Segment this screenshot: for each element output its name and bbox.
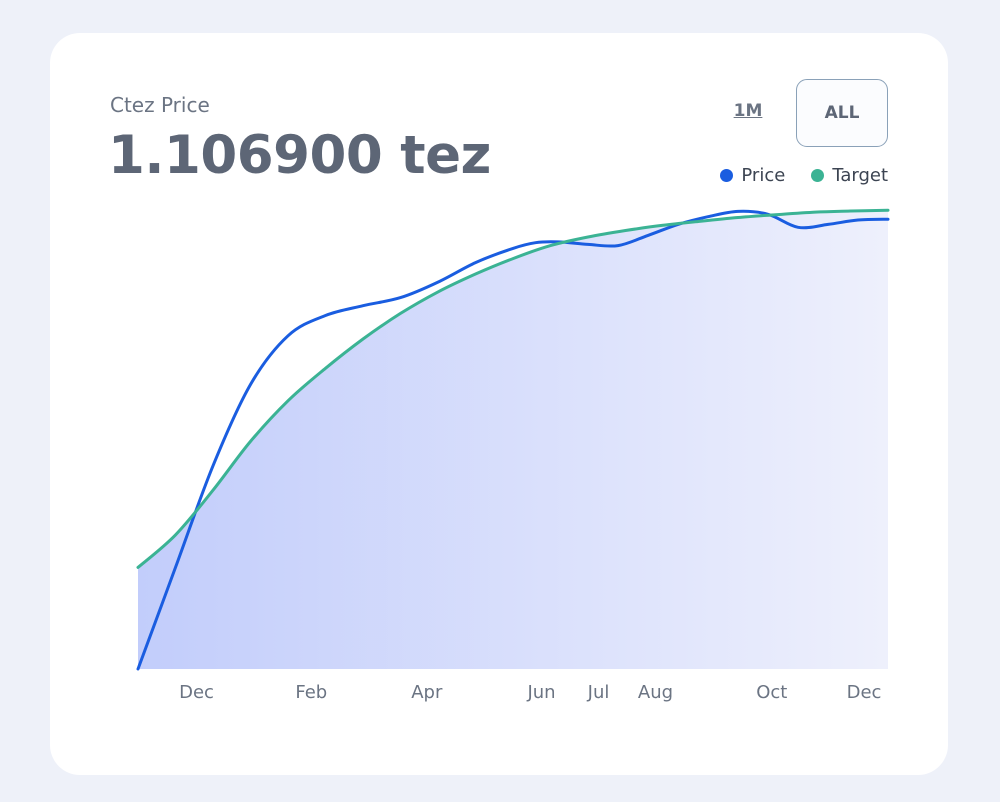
data-point-target-18[interactable] — [809, 208, 817, 216]
chart-legend: Price Target — [720, 165, 888, 186]
data-point-target-16[interactable] — [734, 214, 742, 222]
data-point-target-7[interactable] — [397, 309, 405, 317]
data-point-price-11[interactable] — [532, 239, 540, 247]
data-point-target-9[interactable] — [472, 270, 480, 278]
data-point-target-11[interactable] — [547, 242, 555, 250]
data-point-target-15[interactable] — [697, 217, 705, 225]
current-price: 1.106900 tez — [108, 125, 491, 186]
data-point-price-13[interactable] — [584, 240, 592, 248]
data-point-target-4[interactable] — [284, 397, 292, 405]
x-tick-label: Jun — [526, 682, 555, 703]
legend-price-dot — [720, 169, 734, 182]
data-point-price-3[interactable] — [247, 381, 255, 389]
data-point-target-8[interactable] — [434, 288, 442, 296]
data-point-price-2[interactable] — [209, 462, 217, 470]
x-tick-label: Jul — [587, 682, 610, 703]
data-point-price-5[interactable] — [322, 312, 330, 320]
legend-target-label: Target — [832, 165, 888, 186]
data-point-price-20[interactable] — [794, 223, 802, 231]
data-point-price-14[interactable] — [614, 242, 622, 250]
data-point-target-1[interactable] — [172, 531, 180, 539]
legend-price-label: Price — [741, 165, 786, 186]
x-tick-label: Dec — [179, 682, 214, 703]
data-point-price-9[interactable] — [472, 259, 480, 267]
legend-item-target[interactable]: Target — [811, 165, 888, 186]
series-line-target[interactable] — [136, 208, 890, 569]
legend-target-dot — [811, 169, 825, 182]
data-point-target-13[interactable] — [622, 227, 630, 235]
data-point-price-23[interactable] — [884, 215, 892, 223]
data-point-target-6[interactable] — [359, 335, 367, 343]
data-point-target-20[interactable] — [884, 206, 892, 214]
data-point-price-10[interactable] — [509, 244, 517, 252]
x-tick-label: Apr — [411, 682, 443, 703]
x-tick-label: Feb — [295, 682, 327, 703]
data-point-target-19[interactable] — [847, 207, 855, 215]
data-point-target-5[interactable] — [322, 364, 330, 372]
chart-label: Ctez Price — [110, 93, 210, 117]
x-tick-label: Aug — [638, 682, 673, 703]
data-point-price-8[interactable] — [434, 278, 442, 286]
data-point-target-12[interactable] — [584, 233, 592, 241]
data-point-price-15[interactable] — [644, 231, 652, 239]
data-point-price-4[interactable] — [284, 332, 292, 340]
data-point-target-14[interactable] — [659, 221, 667, 229]
data-point-target-17[interactable] — [772, 211, 780, 219]
legend-item-price[interactable]: Price — [720, 165, 785, 186]
data-point-price-7[interactable] — [397, 294, 405, 302]
range-1m-button[interactable]: 1M — [728, 101, 768, 121]
target-area-fill — [138, 210, 888, 669]
data-point-price-21[interactable] — [824, 220, 832, 228]
data-point-target-3[interactable] — [247, 437, 255, 445]
x-tick-label: Dec — [847, 682, 882, 703]
data-point-price-22[interactable] — [854, 216, 862, 224]
data-point-target-2[interactable] — [209, 486, 217, 494]
data-point-price-1[interactable] — [172, 563, 180, 571]
x-tick-label: Oct — [756, 682, 787, 703]
data-point-price-0[interactable] — [134, 665, 142, 673]
data-point-price-6[interactable] — [359, 302, 367, 310]
data-point-target-0[interactable] — [134, 563, 142, 571]
range-all-button[interactable]: ALL — [796, 79, 888, 147]
data-point-target-10[interactable] — [509, 255, 517, 263]
